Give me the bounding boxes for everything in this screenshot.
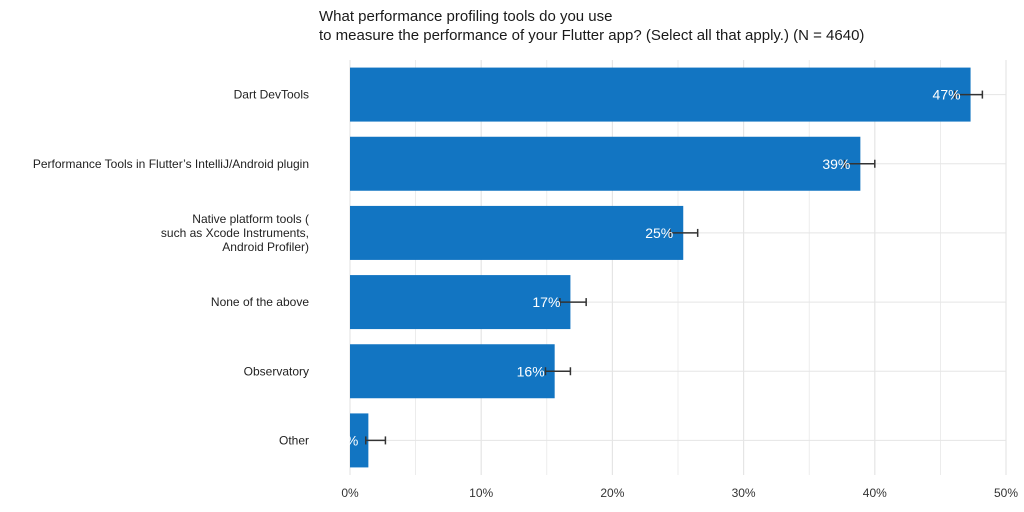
- category-label: Native platform tools (such as Xcode Ins…: [161, 212, 309, 254]
- data-label: 39%: [822, 156, 850, 172]
- category-labels: Dart DevTools Performance Tools in Flutte…: [33, 88, 309, 448]
- category-label: Dart DevTools: [234, 88, 309, 102]
- data-label: 16%: [517, 363, 545, 379]
- data-label: 17%: [532, 294, 560, 310]
- bar: [350, 344, 555, 399]
- x-tick-label: 50%: [994, 486, 1018, 500]
- bars: [350, 67, 971, 468]
- grid-lines: [349, 60, 1007, 475]
- x-tick-label: 30%: [732, 486, 756, 500]
- x-tick-labels: 0% 10% 20% 30% 40% 50%: [341, 486, 1018, 500]
- x-tick-label: 10%: [469, 486, 493, 500]
- category-label: Performance Tools in Flutter’s IntelliJ/…: [33, 157, 309, 171]
- bar: [350, 275, 571, 330]
- x-tick-label: 40%: [863, 486, 887, 500]
- bar: [350, 413, 369, 468]
- bar: [350, 136, 861, 191]
- data-labels: 47% 39% 25% 17% 16%%: [346, 87, 961, 449]
- error-bars: [364, 90, 984, 445]
- x-tick-label: 20%: [600, 486, 624, 500]
- category-label: Observatory: [244, 364, 309, 378]
- category-label: Other: [279, 433, 309, 447]
- data-label: 47%: [933, 87, 961, 103]
- data-label: 25%: [645, 225, 673, 241]
- bar: [350, 67, 971, 122]
- data-label: %: [346, 432, 358, 448]
- category-label: None of the above: [211, 295, 309, 309]
- x-tick-label: 0%: [341, 486, 359, 500]
- chart-title: What performance profiling tools do you …: [319, 8, 865, 44]
- bar: [350, 205, 684, 260]
